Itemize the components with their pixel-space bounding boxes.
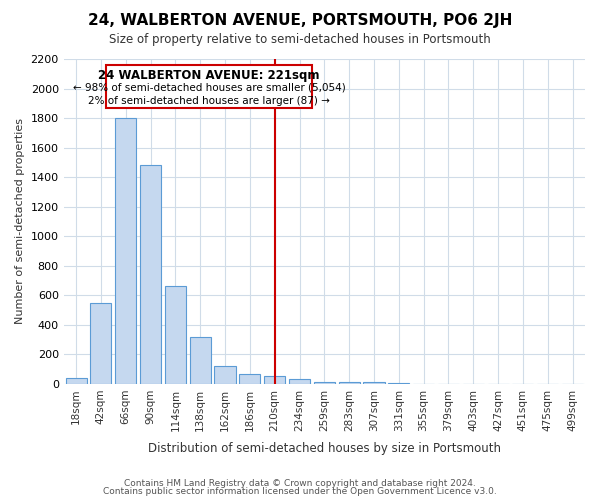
Bar bbox=[115, 118, 136, 384]
Bar bbox=[65, 378, 86, 384]
Y-axis label: Number of semi-detached properties: Number of semi-detached properties bbox=[15, 118, 25, 324]
Bar bbox=[190, 336, 211, 384]
Bar bbox=[91, 302, 112, 384]
Bar bbox=[338, 382, 360, 384]
Text: 24 WALBERTON AVENUE: 221sqm: 24 WALBERTON AVENUE: 221sqm bbox=[98, 70, 320, 82]
Text: ← 98% of semi-detached houses are smaller (5,054): ← 98% of semi-detached houses are smalle… bbox=[73, 82, 345, 92]
Bar bbox=[140, 166, 161, 384]
Bar bbox=[264, 376, 285, 384]
X-axis label: Distribution of semi-detached houses by size in Portsmouth: Distribution of semi-detached houses by … bbox=[148, 442, 501, 455]
Bar bbox=[165, 286, 186, 384]
Bar bbox=[388, 383, 409, 384]
Bar bbox=[364, 382, 385, 384]
Text: 2% of semi-detached houses are larger (87) →: 2% of semi-detached houses are larger (8… bbox=[88, 96, 330, 106]
Bar bbox=[239, 374, 260, 384]
FancyBboxPatch shape bbox=[106, 65, 312, 108]
Text: 24, WALBERTON AVENUE, PORTSMOUTH, PO6 2JH: 24, WALBERTON AVENUE, PORTSMOUTH, PO6 2J… bbox=[88, 12, 512, 28]
Bar bbox=[314, 382, 335, 384]
Bar bbox=[214, 366, 236, 384]
Text: Contains public sector information licensed under the Open Government Licence v3: Contains public sector information licen… bbox=[103, 487, 497, 496]
Text: Size of property relative to semi-detached houses in Portsmouth: Size of property relative to semi-detach… bbox=[109, 32, 491, 46]
Text: Contains HM Land Registry data © Crown copyright and database right 2024.: Contains HM Land Registry data © Crown c… bbox=[124, 478, 476, 488]
Bar bbox=[289, 380, 310, 384]
